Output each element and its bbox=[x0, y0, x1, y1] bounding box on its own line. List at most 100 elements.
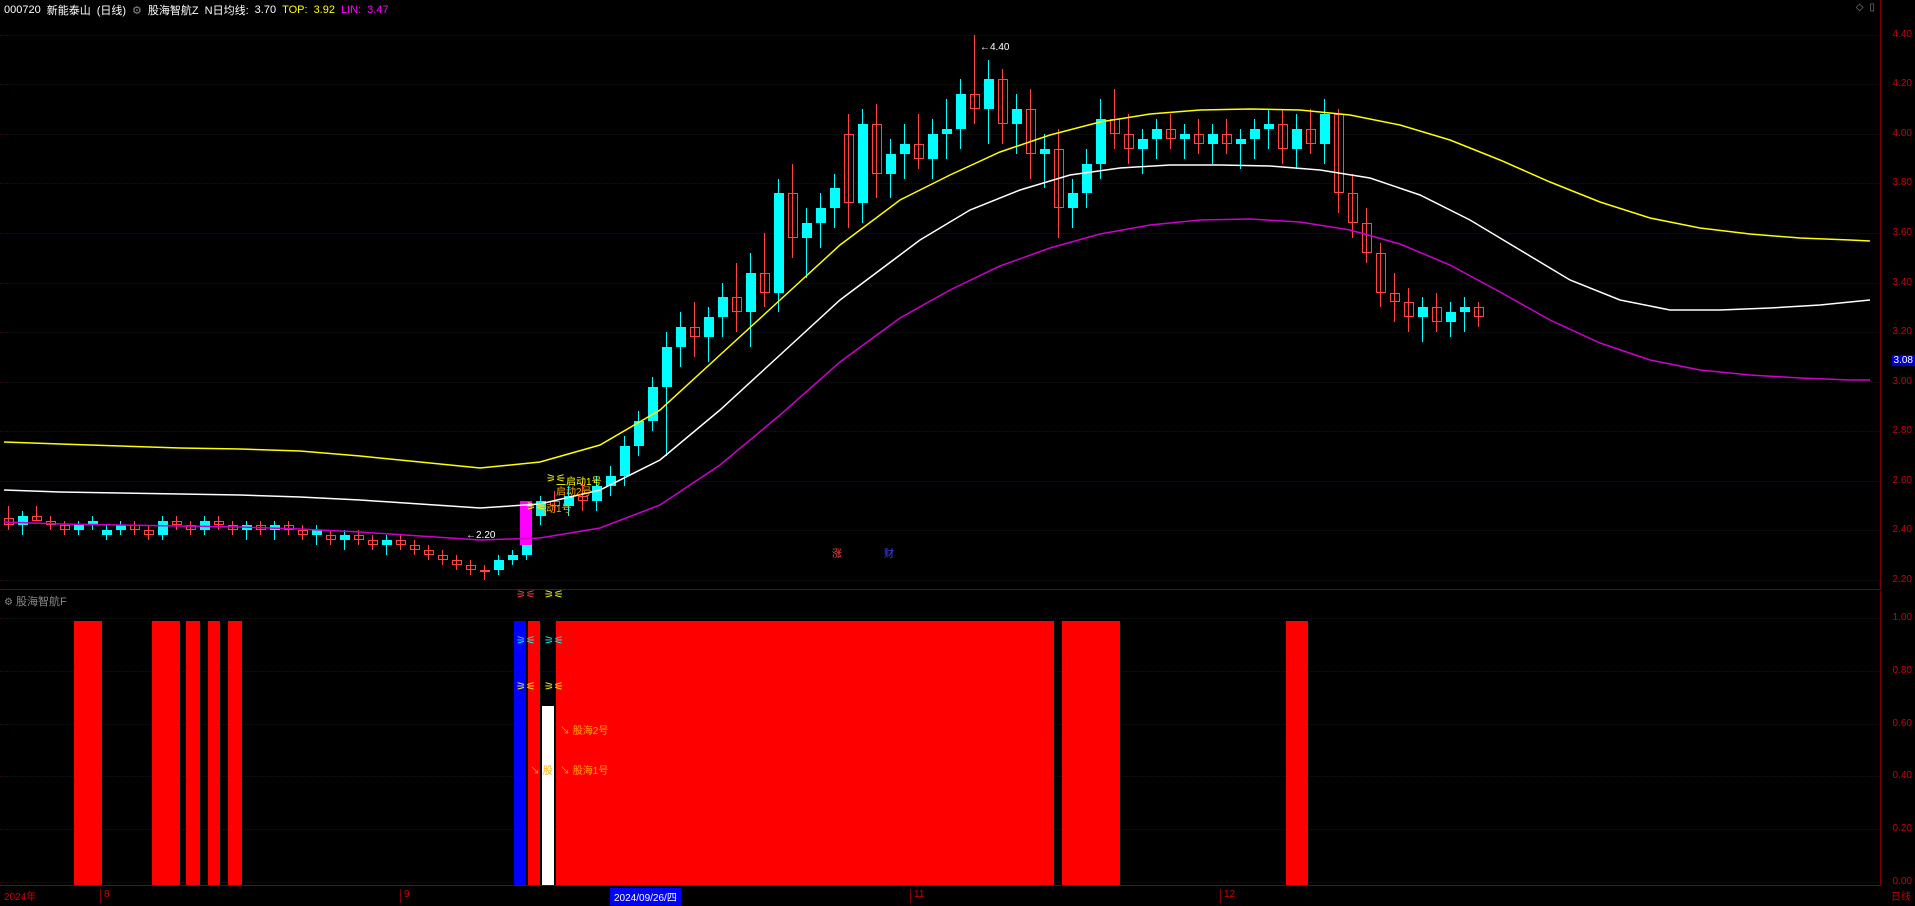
butterfly-icon: ⚞⚟ bbox=[544, 588, 564, 601]
candle-body bbox=[844, 134, 854, 203]
candle-wick bbox=[1464, 297, 1465, 332]
butterfly-icon: ⚞⚟ bbox=[526, 500, 546, 513]
sub-annotation: ↘ 股海2号 bbox=[560, 722, 608, 737]
gridline bbox=[0, 580, 1880, 581]
candle-body bbox=[312, 530, 322, 535]
indicator-bar bbox=[528, 621, 540, 885]
candle-body bbox=[718, 297, 728, 317]
candle-body bbox=[676, 327, 686, 347]
stock-code: 000720 bbox=[4, 4, 41, 16]
candle-body bbox=[1054, 149, 1064, 208]
candle-body bbox=[144, 530, 154, 535]
candle-body bbox=[1278, 124, 1288, 149]
candle-body bbox=[1292, 129, 1302, 149]
candle-body bbox=[1026, 109, 1036, 154]
y-tick-label: 3.60 bbox=[1893, 227, 1912, 238]
y-tick-label: 2.80 bbox=[1893, 425, 1912, 436]
candle-body bbox=[88, 521, 98, 526]
gridline bbox=[0, 618, 1880, 619]
candle-body bbox=[242, 525, 252, 530]
candle-wick bbox=[764, 233, 765, 307]
candle-body bbox=[914, 144, 924, 159]
candle-body bbox=[368, 540, 378, 545]
y-tick-label: 0.60 bbox=[1893, 718, 1912, 729]
candle-body bbox=[1250, 129, 1260, 139]
chart-annotation: ←4.40 bbox=[980, 42, 1009, 53]
main-chart-area[interactable]: ←4.40←2.20二启动1号启动2号启动1号涨财⚞⚟⚞⚟ bbox=[0, 0, 1880, 590]
indicator-bar bbox=[186, 621, 200, 885]
candle-body bbox=[746, 273, 756, 313]
x-month-label: 9 bbox=[400, 889, 410, 903]
sub-indicator-name: 股海智航F bbox=[16, 596, 67, 608]
candle-wick bbox=[974, 35, 975, 124]
indicator-bar bbox=[1286, 621, 1308, 885]
candle-body bbox=[214, 521, 224, 526]
butterfly-icon: ⚞⚟ bbox=[516, 588, 536, 601]
butterfly-icon: ⚞⚟ bbox=[544, 680, 564, 693]
candle-body bbox=[172, 521, 182, 526]
candle-body bbox=[662, 347, 672, 387]
y-tick-label: 3.40 bbox=[1893, 277, 1912, 288]
candle-body bbox=[1418, 307, 1428, 317]
candle-body bbox=[1012, 109, 1022, 124]
x-date-highlight: 2024/09/26/四 bbox=[610, 888, 681, 905]
current-price-label: 3.08 bbox=[1892, 355, 1915, 366]
candle-body bbox=[494, 560, 504, 570]
lin-label: LIN: bbox=[341, 4, 361, 16]
candle-body bbox=[340, 535, 350, 540]
indicator-lines bbox=[0, 0, 1880, 590]
candle-body bbox=[1334, 114, 1344, 193]
sub-annotation: ↘ 股 bbox=[530, 762, 553, 777]
candle-wick bbox=[316, 525, 317, 545]
indicator-bar bbox=[514, 621, 526, 885]
candle-body bbox=[816, 208, 826, 223]
candle-body bbox=[1222, 134, 1232, 144]
candle-body bbox=[970, 94, 980, 109]
indicator-bar bbox=[74, 621, 102, 885]
chart-annotation: 启动2号 bbox=[556, 483, 592, 498]
candle-body bbox=[1110, 119, 1120, 134]
candle-wick bbox=[1016, 94, 1017, 153]
sub-indicator-header: ⚙ 股海智航F bbox=[4, 593, 67, 609]
candle-body bbox=[410, 545, 420, 550]
indicator-bar bbox=[1062, 621, 1120, 885]
candle-body bbox=[1068, 193, 1078, 208]
candle-body bbox=[1180, 134, 1190, 139]
gridline bbox=[0, 481, 1880, 482]
candle-body bbox=[256, 525, 266, 530]
y-tick-label: 4.00 bbox=[1893, 128, 1912, 139]
y-tick-label: 4.40 bbox=[1893, 29, 1912, 40]
candle-body bbox=[1236, 139, 1246, 144]
candle-body bbox=[424, 550, 434, 555]
sub-chart-area[interactable]: ↘ 股海2号↘ 股↘ 股海1号⚞⚟⚞⚟⚞⚟⚞⚟⚞⚟⚞⚟ bbox=[0, 591, 1880, 886]
candle-body bbox=[774, 193, 784, 292]
y-axis-sub: 0.000.200.400.600.801.00 bbox=[1880, 591, 1915, 886]
candle-wick bbox=[274, 521, 275, 541]
gear-icon[interactable]: ⚙ bbox=[132, 4, 142, 17]
y-tick-label: 2.20 bbox=[1893, 574, 1912, 585]
candle-body bbox=[438, 555, 448, 560]
y-tick-label: 0.80 bbox=[1893, 665, 1912, 676]
candle-body bbox=[648, 387, 658, 422]
candle-body bbox=[1166, 129, 1176, 139]
candle-wick bbox=[246, 521, 247, 541]
butterfly-icon: ⚞⚟ bbox=[516, 634, 536, 647]
candle-body bbox=[130, 525, 140, 530]
candle-body bbox=[200, 521, 210, 531]
chart-annotation: 财 bbox=[884, 545, 894, 560]
y-tick-label: 3.80 bbox=[1893, 177, 1912, 188]
gear-icon[interactable]: ⚙ bbox=[4, 597, 13, 608]
candle-body bbox=[1390, 293, 1400, 303]
x-month-label: 12 bbox=[1220, 889, 1235, 903]
candle-body bbox=[452, 560, 462, 565]
x-axis: 2024年8911122024/09/26/四日线 bbox=[0, 886, 1915, 906]
candle-body bbox=[802, 223, 812, 238]
gridline bbox=[0, 332, 1880, 333]
gridline bbox=[0, 134, 1880, 135]
candle-body bbox=[634, 421, 644, 446]
candle-body bbox=[620, 446, 630, 476]
x-year-label: 2024年 bbox=[4, 888, 36, 903]
gridline bbox=[0, 283, 1880, 284]
candle-body bbox=[984, 79, 994, 109]
candle-body bbox=[1362, 223, 1372, 253]
